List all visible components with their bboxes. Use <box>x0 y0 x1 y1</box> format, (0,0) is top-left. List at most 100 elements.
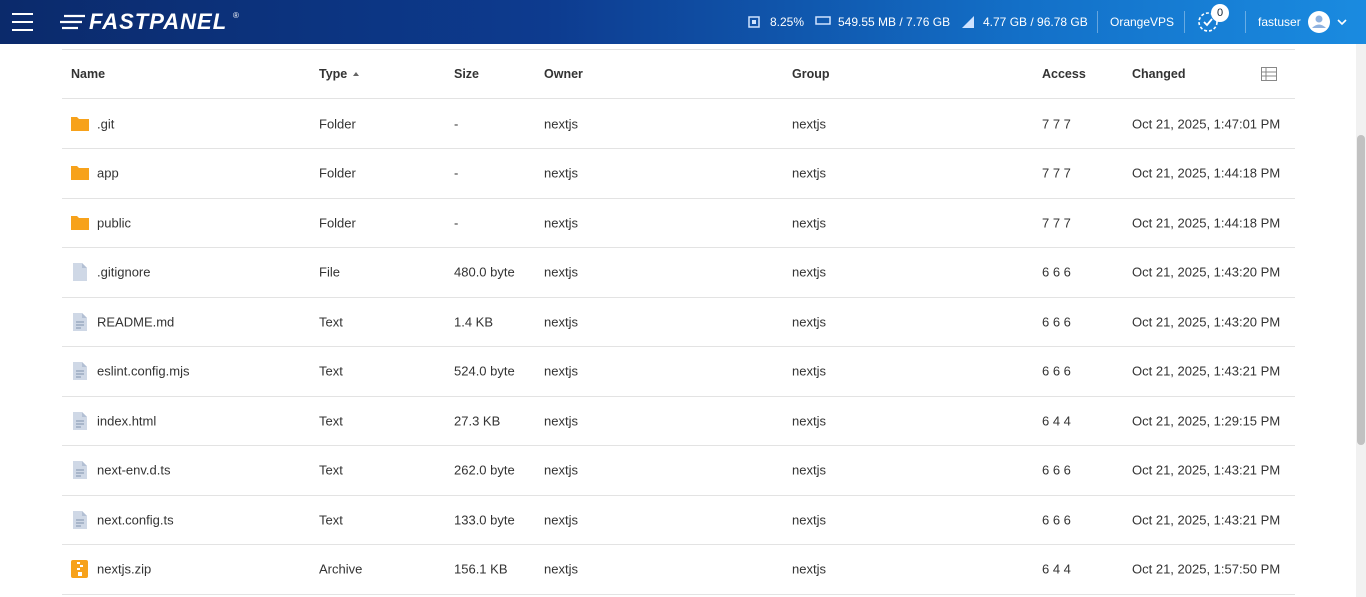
cell-owner: nextjs <box>544 264 578 280</box>
cell-size: 524.0 byte <box>454 363 515 379</box>
cell-type: Text <box>319 314 343 330</box>
divider <box>62 395 1295 397</box>
cell-owner: nextjs <box>544 512 578 528</box>
file-row[interactable] <box>62 446 1295 495</box>
file-row[interactable] <box>62 198 1295 247</box>
cell-access: 7 7 7 <box>1042 116 1071 131</box>
file-row[interactable] <box>62 495 1295 544</box>
cell-name[interactable]: app <box>97 165 119 181</box>
cell-owner: nextjs <box>544 215 578 231</box>
divider <box>62 197 1295 199</box>
file-row[interactable] <box>62 248 1295 297</box>
cell-access: 6 6 6 <box>1042 512 1071 528</box>
file-icon-text <box>70 510 90 535</box>
column-settings[interactable] <box>1261 67 1277 86</box>
cell-owner: nextjs <box>544 462 578 478</box>
cell-owner: nextjs <box>544 363 578 379</box>
cell-group: nextjs <box>792 215 826 231</box>
cell-changed: Oct 21, 2025, 1:43:21 PM <box>1132 512 1281 528</box>
logo: FASTPANEL <box>89 9 228 34</box>
user-menu[interactable] <box>1308 11 1354 33</box>
sort-indicator <box>353 72 359 76</box>
cell-name[interactable]: nextjs.zip <box>97 561 152 577</box>
column-header[interactable]: Changed <box>1132 67 1186 81</box>
ram-icon <box>815 16 831 25</box>
column-header[interactable]: Size <box>454 67 480 81</box>
cell-size: - <box>454 215 459 231</box>
cell-group: nextjs <box>792 165 826 181</box>
tasks-icon[interactable] <box>1196 10 1222 34</box>
cell-changed: Oct 21, 2025, 1:44:18 PM <box>1132 215 1281 231</box>
cell-size: 133.0 byte <box>454 512 515 528</box>
column-header[interactable]: Type <box>319 67 348 81</box>
cell-changed: Oct 21, 2025, 1:57:50 PM <box>1132 561 1281 577</box>
cell-changed: Oct 21, 2025, 1:43:21 PM <box>1132 363 1281 379</box>
cell-name[interactable]: index.html <box>97 413 157 429</box>
cell-access: 6 4 4 <box>1042 561 1071 577</box>
file-icon-text <box>70 460 90 485</box>
cell-group: nextjs <box>792 413 826 429</box>
column-header[interactable]: Owner <box>544 67 583 81</box>
cell-name[interactable]: public <box>97 215 131 231</box>
cell-changed: Oct 21, 2025, 1:44:18 PM <box>1132 165 1281 181</box>
cell-name[interactable]: README.md <box>97 314 175 330</box>
cell-size: 156.1 KB <box>454 561 508 577</box>
cell-name[interactable]: eslint.config.mjs <box>97 363 190 379</box>
column-header[interactable]: Access <box>1042 67 1086 81</box>
cpu-usage: 8.25% <box>770 15 805 29</box>
cell-owner: nextjs <box>544 165 578 181</box>
cell-changed: Oct 21, 2025, 1:43:20 PM <box>1132 314 1281 330</box>
file-row[interactable] <box>62 149 1295 198</box>
column-header[interactable]: Group <box>792 67 830 81</box>
divider <box>62 593 1295 595</box>
cell-access: 7 7 7 <box>1042 165 1071 181</box>
file-row[interactable] <box>62 99 1295 148</box>
cell-group: nextjs <box>792 116 826 131</box>
file-row[interactable] <box>62 347 1295 396</box>
divider <box>62 445 1295 447</box>
divider <box>62 544 1295 546</box>
cell-size: - <box>454 165 459 181</box>
cell-access: 7 7 7 <box>1042 215 1071 231</box>
file-icon-file <box>70 262 90 287</box>
cell-type: Folder <box>319 116 356 131</box>
file-row[interactable] <box>62 297 1295 346</box>
file-row[interactable] <box>62 545 1295 594</box>
cell-type: File <box>319 264 340 280</box>
cell-access: 6 6 6 <box>1042 264 1071 280</box>
cell-changed: Oct 21, 2025, 1:29:15 PM <box>1132 413 1281 429</box>
column-header[interactable]: Name <box>71 67 106 81</box>
divider <box>62 494 1295 496</box>
cell-name[interactable]: next.config.ts <box>97 512 174 528</box>
user-name[interactable]: fastuser <box>1258 15 1301 29</box>
cell-name[interactable]: next-env.d.ts <box>97 462 171 478</box>
cell-changed: Oct 21, 2025, 1:43:20 PM <box>1132 264 1281 280</box>
cell-size: 480.0 byte <box>454 264 515 280</box>
cell-type: Text <box>319 512 343 528</box>
file-icon-text <box>70 411 90 436</box>
divider <box>62 247 1295 249</box>
disk-icon <box>962 16 974 28</box>
cpu-icon <box>748 16 760 28</box>
logo-icon <box>60 14 85 30</box>
ram-usage: 549.55 MB / 7.76 GB <box>838 15 951 29</box>
cell-size: 262.0 byte <box>454 462 515 478</box>
file-row[interactable] <box>62 396 1295 445</box>
cell-size: 1.4 KB <box>454 314 494 330</box>
menu-button[interactable] <box>12 12 34 32</box>
cell-group: nextjs <box>792 462 826 478</box>
cell-access: 6 6 6 <box>1042 363 1071 379</box>
cell-type: Folder <box>319 215 356 231</box>
file-icon-archive <box>70 559 90 584</box>
server-name[interactable]: OrangeVPS <box>1110 15 1175 29</box>
cell-owner: nextjs <box>544 116 578 131</box>
cell-group: nextjs <box>792 314 826 330</box>
cell-name[interactable]: .gitignore <box>97 264 151 280</box>
logo-mark: ® <box>233 11 239 20</box>
cell-access: 6 4 4 <box>1042 413 1071 429</box>
cell-type: Text <box>319 413 343 429</box>
separator <box>1184 11 1185 33</box>
cell-name[interactable]: .git <box>97 116 115 131</box>
cell-type: Text <box>319 462 343 478</box>
scrollbar-thumb[interactable] <box>1357 135 1365 445</box>
